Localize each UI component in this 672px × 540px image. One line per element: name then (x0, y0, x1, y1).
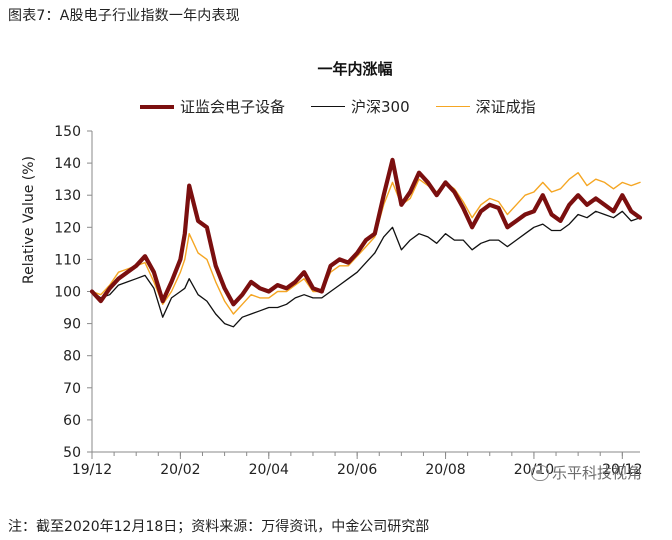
chart-title: 一年内涨幅 (317, 60, 392, 78)
watermark-text: 乐平科技视角 (552, 464, 643, 482)
x-tick-label: 20/08 (425, 462, 465, 478)
series-group (89, 157, 643, 328)
y-tick-label: 140 (54, 156, 81, 172)
series-line-hs300 (91, 210, 641, 328)
legend-label-szci: 深证成指 (475, 98, 536, 116)
series-line-electronics (89, 157, 643, 307)
y-tick-label: 60 (63, 413, 81, 429)
legend-swatch-electronics (140, 104, 174, 109)
x-tick-label: 20/04 (249, 462, 289, 478)
y-tick-label: 100 (54, 285, 81, 301)
y-tick-label: 80 (63, 349, 81, 365)
y-tick-label: 150 (54, 124, 81, 140)
wechat-icon (531, 464, 549, 481)
legend-label-hs300: 沪深300 (351, 98, 410, 116)
legend: 证监会电子设备 沪深300 深证成指 (140, 96, 562, 117)
y-tick-label: 50 (63, 445, 81, 461)
legend-item-hs300: 沪深300 (311, 96, 410, 117)
x-tick-label: 19/12 (72, 462, 112, 478)
x-tick-label: 20/12 (602, 462, 642, 478)
x-tick-label: 20/06 (337, 462, 377, 478)
legend-swatch-szci (435, 105, 470, 108)
legend-swatch-hs300 (311, 105, 346, 108)
y-axis-label: Relative Value (%) (21, 156, 37, 284)
y-tick-label: 70 (63, 381, 81, 397)
axes: 50 60 70 80 90 100 110 120 130 140 150 19/12 20/02 20… (54, 124, 642, 478)
legend-label-electronics: 证监会电子设备 (180, 98, 286, 116)
figure-caption: 图表7：A股电子行业指数一年内表现 (8, 8, 240, 24)
y-tick-label: 90 (63, 317, 81, 333)
legend-item-electronics: 证监会电子设备 (140, 96, 285, 117)
footnote: 注：截至2020年12月18日；资料来源：万得资讯，中金公司研究部 (8, 519, 430, 535)
watermark: 乐平科技视角 (531, 462, 642, 483)
x-tick-label: 20/02 (160, 462, 200, 478)
y-tick-label: 120 (54, 220, 81, 236)
legend-item-szci: 深证成指 (435, 96, 536, 117)
y-tick-label: 130 (54, 188, 81, 204)
y-tick-label: 110 (54, 252, 81, 268)
series-line-szci (91, 171, 641, 315)
